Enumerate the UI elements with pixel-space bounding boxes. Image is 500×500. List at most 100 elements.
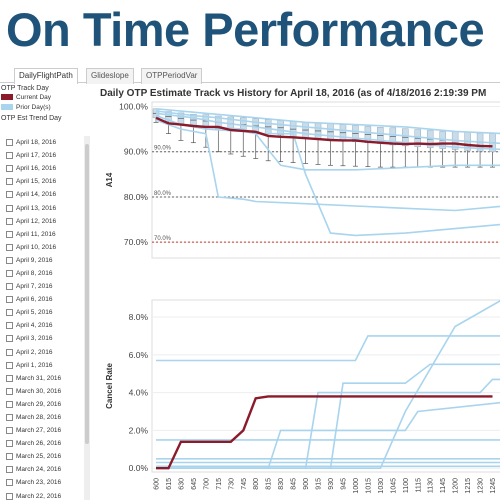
trend-day-item[interactable]: April 11, 2016: [4, 228, 90, 241]
trend-day-item[interactable]: April 17, 2016: [4, 149, 90, 162]
trend-day-checkbox[interactable]: [6, 361, 13, 369]
trend-day-item[interactable]: April 1, 2016: [4, 359, 90, 372]
trend-day-checkbox[interactable]: [6, 492, 13, 500]
trend-day-label: March 26, 2016: [16, 440, 62, 448]
trend-day-item[interactable]: April 12, 2016: [4, 215, 90, 228]
trend-day-item[interactable]: April 5, 2016: [4, 306, 90, 319]
trend-day-item[interactable]: April 2, 2016: [4, 346, 90, 359]
trend-day-checkbox[interactable]: [6, 243, 13, 251]
page-title: On Time Performance: [6, 3, 485, 56]
x-tick-label: 600: [154, 478, 161, 490]
trend-day-checkbox[interactable]: [6, 322, 13, 330]
trend-day-checkbox[interactable]: [6, 256, 13, 264]
trend-day-checkbox[interactable]: [6, 387, 13, 395]
trend-day-checkbox[interactable]: [6, 296, 13, 304]
trend-day-checkbox[interactable]: [6, 479, 13, 487]
trend-day-checkbox[interactable]: [6, 139, 13, 147]
trend-day-checkbox[interactable]: [6, 414, 13, 422]
trend-day-item[interactable]: April 9, 2016: [4, 254, 90, 267]
trend-day-label: March 27, 2016: [16, 427, 62, 435]
trend-day-item[interactable]: April 14, 2016: [4, 188, 90, 201]
x-tick-label: 1215: [465, 478, 472, 494]
trend-day-checkbox[interactable]: [6, 400, 13, 408]
chart-title: Daily OTP Estimate Track vs History for …: [100, 88, 487, 99]
x-tick-label: 700: [203, 478, 210, 490]
trend-day-checkbox[interactable]: [6, 165, 13, 173]
prior-day-line: [155, 108, 500, 135]
trend-day-item[interactable]: March 22, 2016: [4, 490, 90, 500]
trend-day-checkbox[interactable]: [6, 178, 13, 186]
trend-day-checkbox[interactable]: [6, 269, 13, 277]
trend-day-checkbox[interactable]: [6, 217, 13, 225]
trend-day-checkbox[interactable]: [6, 204, 13, 212]
trend-day-label: April 1, 2016: [16, 361, 53, 369]
trend-day-checkbox[interactable]: [6, 309, 13, 317]
x-tick-label: 1145: [440, 478, 447, 493]
track-legend-title: OTP Track Day: [1, 85, 49, 92]
trend-day-checkbox[interactable]: [6, 466, 13, 474]
legend-current-label: Current Day: [16, 93, 52, 101]
trend-day-item[interactable]: March 23, 2016: [4, 476, 90, 489]
tab-dailyflightpath[interactable]: DailyFlightPath: [14, 68, 78, 84]
trend-day-item[interactable]: March 30, 2016: [4, 385, 90, 398]
prior-day-line: [155, 119, 500, 212]
trend-day-item[interactable]: April 3, 2016: [4, 332, 90, 345]
trend-day-item[interactable]: April 10, 2016: [4, 241, 90, 254]
legend-prior-days[interactable]: Prior Day(s): [1, 102, 94, 112]
trend-day-checkbox[interactable]: [6, 191, 13, 199]
reference-label: 70.0%: [154, 236, 172, 242]
x-tick-label: 930: [328, 478, 335, 490]
trend-day-checkbox[interactable]: [6, 348, 13, 356]
trend-filter-title: OTP Est Trend Day: [1, 115, 62, 122]
prior-day-line: [155, 110, 500, 145]
trend-day-item[interactable]: April 16, 2016: [4, 162, 90, 175]
trend-day-item[interactable]: March 31, 2016: [4, 372, 90, 385]
trend-day-checkbox[interactable]: [6, 453, 13, 461]
trend-day-item[interactable]: March 26, 2016: [4, 437, 90, 450]
reference-label: 80.0%: [154, 191, 172, 197]
date-list-scrollbar[interactable]: [84, 136, 90, 500]
y-tick-label: 80.0%: [124, 192, 149, 202]
trend-day-checkbox[interactable]: [6, 427, 13, 435]
tab-bar: DailyFlightPath Glideslope OTPPeriodVar: [0, 66, 500, 84]
trend-day-item[interactable]: March 24, 2016: [4, 463, 90, 476]
trend-day-item[interactable]: March 27, 2016: [4, 424, 90, 437]
trend-day-list: April 18, 2016 April 17, 2016 April 16, 20…: [4, 136, 90, 500]
trend-day-checkbox[interactable]: [6, 374, 13, 382]
trend-day-label: April 9, 2016: [16, 256, 53, 264]
trend-day-item[interactable]: April 18, 2016: [4, 136, 90, 149]
trend-day-item[interactable]: April 15, 2016: [4, 175, 90, 188]
y-tick-label: 100.0%: [119, 102, 148, 112]
y-tick-label: 4.0%: [129, 388, 149, 398]
prior-day-swatch: [1, 104, 13, 110]
trend-day-label: April 11, 2016: [16, 230, 56, 238]
trend-day-item[interactable]: April 13, 2016: [4, 201, 90, 214]
trend-day-item[interactable]: April 6, 2016: [4, 293, 90, 306]
x-tick-label: 900: [303, 478, 310, 490]
trend-day-checkbox[interactable]: [6, 335, 13, 343]
x-tick-label: 815: [266, 478, 273, 490]
trend-day-checkbox[interactable]: [6, 440, 13, 448]
trend-day-item[interactable]: March 25, 2016: [4, 450, 90, 463]
trend-day-label: April 15, 2016: [16, 178, 57, 186]
trend-day-label: April 13, 2016: [16, 204, 57, 212]
x-tick-label: 645: [191, 478, 198, 490]
trend-day-item[interactable]: March 28, 2016: [4, 411, 90, 424]
trend-day-checkbox[interactable]: [6, 152, 13, 160]
trend-day-item[interactable]: April 4, 2016: [4, 319, 90, 332]
prior-day-line: [156, 335, 500, 362]
y-tick-label: 6.0%: [129, 350, 149, 360]
x-tick-label: 945: [340, 478, 347, 490]
x-tick-label: 1245: [490, 478, 497, 494]
trend-day-item[interactable]: April 7, 2016: [4, 280, 90, 293]
tab-glideslope[interactable]: Glideslope: [86, 68, 134, 84]
trend-day-checkbox[interactable]: [6, 230, 13, 238]
tab-otpperiodvar[interactable]: OTPPeriodVar: [141, 68, 203, 84]
scroll-thumb[interactable]: [85, 144, 89, 444]
legend-current-day[interactable]: Current Day: [1, 92, 94, 102]
trend-day-item[interactable]: April 8, 2016: [4, 267, 90, 280]
trend-day-label: April 5, 2016: [16, 309, 53, 317]
trend-day-label: April 16, 2016: [16, 165, 57, 173]
trend-day-item[interactable]: March 29, 2016: [4, 398, 90, 411]
trend-day-checkbox[interactable]: [6, 283, 13, 291]
